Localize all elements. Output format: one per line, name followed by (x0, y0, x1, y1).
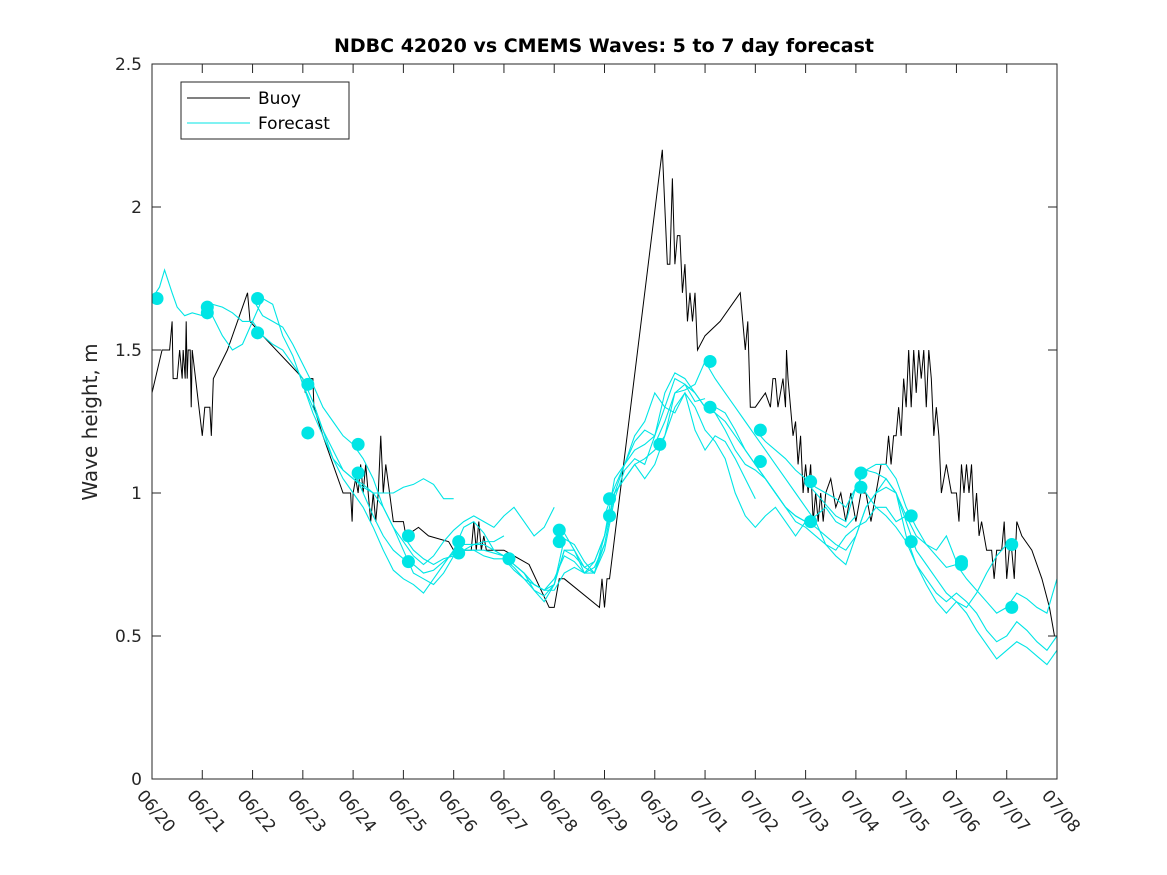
forecast-marker-31 (954, 558, 968, 571)
series-group (152, 149, 1057, 666)
forecast-marker-33 (1005, 600, 1019, 614)
forecast-series-line-3 (252, 298, 555, 566)
forecast-marker-5 (251, 326, 265, 340)
forecast-marker-8 (351, 437, 365, 451)
y-tick-label: 1.5 (115, 341, 142, 361)
forecast-marker-11 (401, 555, 415, 569)
plot-area (152, 64, 1057, 779)
forecast-marker-26 (854, 466, 868, 480)
forecast-marker-15 (552, 523, 566, 537)
forecast-marker-7 (301, 426, 315, 440)
forecast-marker-16 (552, 535, 566, 549)
forecast-marker-1 (152, 292, 164, 306)
forecast-marker-17 (603, 492, 617, 506)
forecast-marker-12 (452, 535, 466, 549)
forecast-marker-22 (753, 423, 767, 437)
forecast-series-line-8 (503, 391, 807, 597)
forecast-marker-13 (452, 546, 466, 560)
legend-label-buoy: Buoy (258, 89, 301, 109)
forecast-marker-21 (703, 400, 717, 414)
forecast-marker-23 (753, 455, 767, 469)
forecast-marker-10 (401, 529, 415, 543)
forecast-series-line-15 (855, 472, 1057, 666)
legend-box (180, 81, 350, 140)
forecast-marker-20 (703, 354, 717, 368)
forecast-marker-25 (804, 515, 818, 529)
forecast-marker-14 (502, 552, 516, 566)
forecast-marker-3 (200, 306, 214, 320)
forecast-marker-27 (854, 480, 868, 494)
y-tick-label: 1 (131, 484, 142, 504)
y-tick-label: 2.5 (115, 55, 142, 75)
legend: Buoy Forecast (180, 81, 350, 140)
forecast-marker-9 (351, 466, 365, 480)
y-tick-label: 0.5 (115, 627, 142, 647)
forecast-marker-6 (301, 377, 315, 391)
axes-background (152, 64, 1057, 779)
forecast-marker-4 (251, 292, 265, 306)
forecast-marker-24 (804, 475, 818, 489)
y-tick-label: 2 (131, 198, 142, 218)
forecast-marker-18 (603, 509, 617, 523)
forecast-marker-19 (653, 437, 667, 451)
forecast-marker-29 (904, 535, 918, 549)
forecast-marker-32 (1005, 537, 1019, 551)
chart-title: NDBC 42020 vs CMEMS Waves: 5 to 7 day fo… (334, 35, 874, 57)
y-tick-label: 0 (131, 770, 142, 790)
y-axis-label: Wave height, m (78, 343, 102, 500)
forecast-series-line-14 (805, 469, 1057, 652)
forecast-marker-28 (904, 509, 918, 523)
legend-label-forecast: Forecast (258, 114, 330, 134)
forecast-series-line-1 (152, 268, 454, 500)
